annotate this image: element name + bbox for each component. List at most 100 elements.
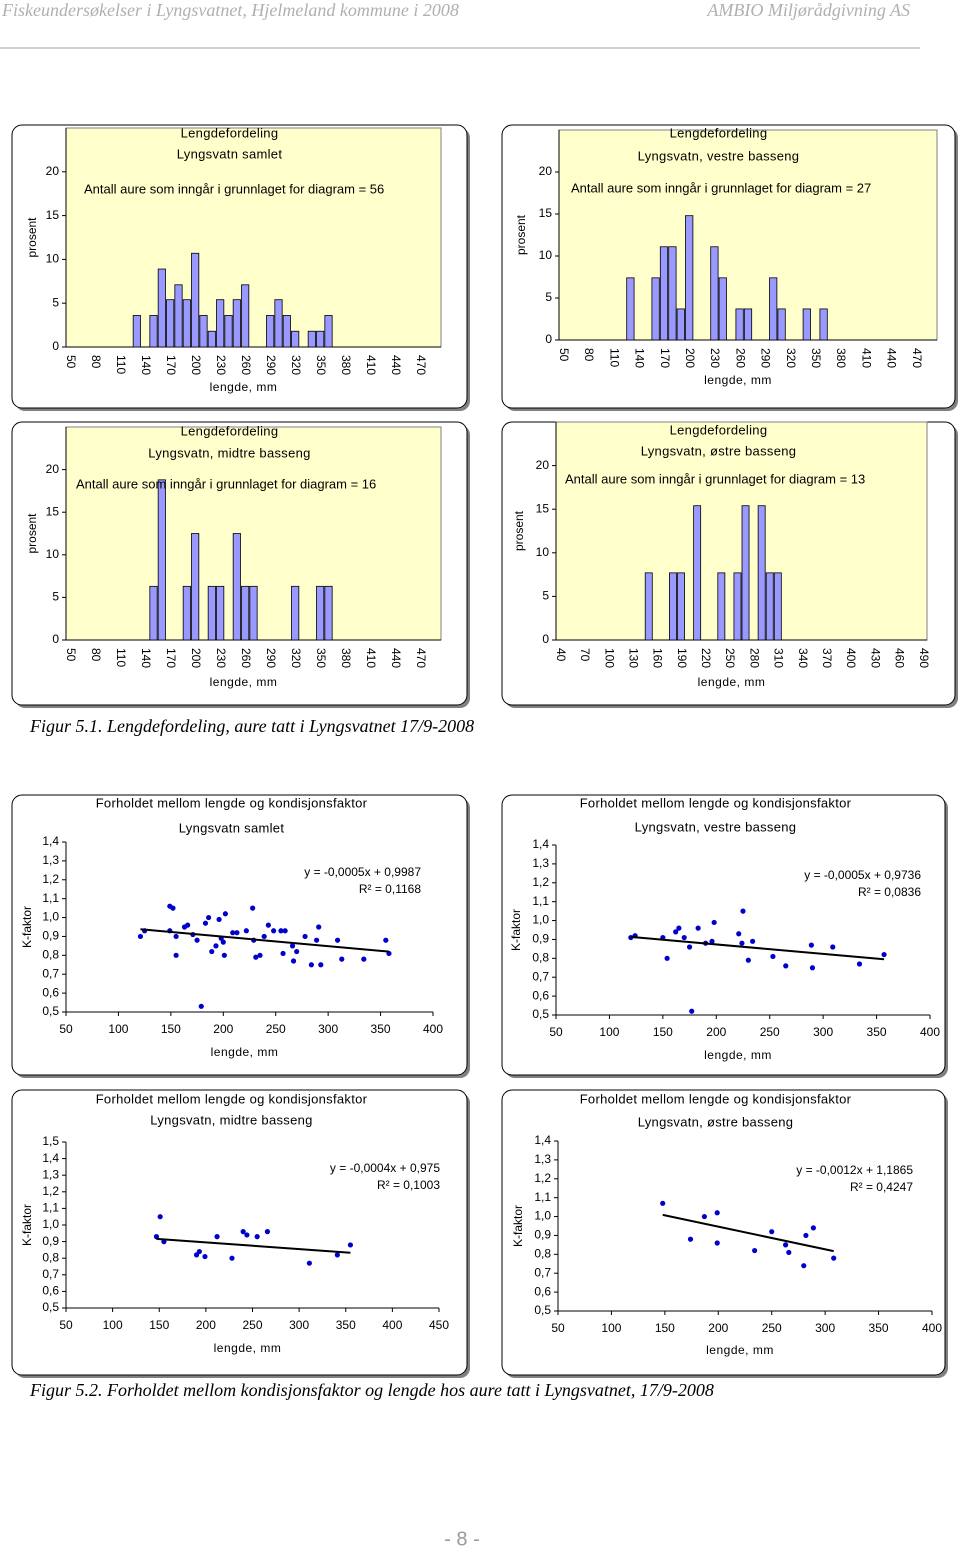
data-point xyxy=(664,955,670,961)
x-tick-label: 250 xyxy=(723,648,737,668)
y-tick-label: 10 xyxy=(539,248,553,262)
x-tick-label: 250 xyxy=(760,1025,780,1039)
data-point xyxy=(244,1232,250,1238)
y-tick-label: 1,0 xyxy=(534,1209,551,1223)
data-point xyxy=(221,952,227,958)
panel xyxy=(501,794,946,1076)
data-point xyxy=(673,929,679,935)
x-tick-label: 350 xyxy=(314,355,328,375)
y-tick-label: 1,4 xyxy=(42,1151,59,1165)
data-point xyxy=(230,930,236,936)
x-tick-label: 470 xyxy=(414,648,428,668)
data-point xyxy=(290,958,297,964)
x-axis-label: lengde, mm xyxy=(210,675,278,689)
y-tick-label: 15 xyxy=(539,206,553,220)
data-point xyxy=(194,937,200,943)
data-point xyxy=(316,924,322,930)
x-tick-label: 320 xyxy=(784,348,798,368)
chart-subtitle: Lyngsvatn samlet xyxy=(177,146,283,161)
bar xyxy=(191,252,200,348)
x-tick-label: 300 xyxy=(815,1321,835,1335)
panel xyxy=(11,794,468,1076)
x-tick-label: 150 xyxy=(653,1025,673,1039)
y-tick-label: 1,0 xyxy=(42,910,59,924)
data-point xyxy=(314,937,320,943)
x-tick-label: 310 xyxy=(772,648,786,668)
data-point xyxy=(856,961,863,967)
chart-subtitle: Lyngsvatn, østre basseng xyxy=(641,443,797,458)
data-point xyxy=(209,948,215,955)
data-point xyxy=(265,922,271,928)
x-tick-label: 110 xyxy=(114,355,128,374)
x-tick-label: 470 xyxy=(910,348,924,368)
y-tick-label: 1,1 xyxy=(42,891,59,905)
x-axis-label: lengde, mm xyxy=(211,1045,279,1059)
bar xyxy=(769,277,778,341)
bar xyxy=(710,246,719,341)
bar xyxy=(765,572,774,641)
trend-equation: y = -0,0012x + 1,1865 xyxy=(796,1163,913,1177)
x-tick-label: 350 xyxy=(869,1321,889,1335)
data-point xyxy=(222,911,228,917)
bar xyxy=(316,330,325,348)
annotation: Antall aure som inngår i grunnlaget for … xyxy=(565,471,865,486)
data-point xyxy=(660,1200,666,1206)
chart-subtitle: Lyngsvatn, østre basseng xyxy=(638,1114,794,1129)
chart-title: Lengdefordeling xyxy=(181,423,279,438)
y-axis-label: prosent xyxy=(25,217,39,258)
bar xyxy=(274,299,283,348)
trend-r2: R² = 0,4247 xyxy=(850,1180,913,1194)
y-axis-label: prosent xyxy=(25,513,39,554)
bar xyxy=(182,299,191,348)
y-tick-label: 1,1 xyxy=(42,1201,59,1215)
bar xyxy=(735,308,744,341)
y-tick-label: 20 xyxy=(536,458,550,472)
x-tick-label: 380 xyxy=(339,355,353,375)
x-tick-label: 100 xyxy=(599,1025,619,1039)
x-tick-label: 290 xyxy=(759,348,773,368)
data-point xyxy=(769,1229,775,1235)
y-tick-label: 1,1 xyxy=(534,1190,551,1204)
y-tick-label: 0 xyxy=(545,332,552,346)
x-tick-label: 400 xyxy=(920,1025,940,1039)
data-point xyxy=(206,914,212,921)
y-tick-label: 1,2 xyxy=(532,875,549,889)
x-tick-label: 100 xyxy=(602,648,616,668)
data-point xyxy=(202,1253,208,1260)
data-point xyxy=(676,925,682,931)
data-point xyxy=(334,937,341,943)
x-tick-label: 200 xyxy=(213,1022,233,1036)
bar xyxy=(693,505,702,641)
figure-caption: Figur 5.2. Forholdet mellom kondisjonsfa… xyxy=(29,1380,714,1400)
y-tick-label: 0,7 xyxy=(532,969,549,983)
chart-title: Lengdefordeling xyxy=(181,125,279,140)
x-tick-label: 350 xyxy=(867,1025,887,1039)
data-point xyxy=(783,1242,789,1248)
y-tick-label: 15 xyxy=(536,501,550,515)
x-tick-label: 380 xyxy=(834,348,848,368)
y-tick-label: 0,9 xyxy=(534,1228,551,1242)
trend-r2: R² = 0,0836 xyxy=(858,885,921,899)
bar xyxy=(266,315,275,348)
figure-caption: Figur 5.1. Lengdefordeling, aure tatt i … xyxy=(29,716,474,736)
data-point xyxy=(253,954,259,960)
x-tick-label: 410 xyxy=(364,355,378,375)
x-tick-label: 170 xyxy=(658,348,672,368)
data-point xyxy=(689,1008,695,1014)
data-point xyxy=(801,1263,807,1269)
bar xyxy=(182,585,191,641)
x-axis-label: lengde, mm xyxy=(210,380,278,394)
data-point xyxy=(786,1249,792,1256)
x-tick-label: 400 xyxy=(844,648,858,668)
bar xyxy=(241,284,250,348)
chart-title: Forholdet mellom lengde og kondisjonsfak… xyxy=(580,1091,852,1106)
x-tick-label: 400 xyxy=(922,1321,942,1335)
trendline xyxy=(662,1213,834,1253)
bar xyxy=(324,315,333,348)
y-tick-label: 0,8 xyxy=(42,1250,59,1264)
trend-r2: R² = 0,1168 xyxy=(359,882,421,896)
bar xyxy=(232,533,241,641)
bar xyxy=(741,505,750,641)
x-tick-label: 50 xyxy=(59,1318,73,1332)
data-point xyxy=(302,933,308,940)
